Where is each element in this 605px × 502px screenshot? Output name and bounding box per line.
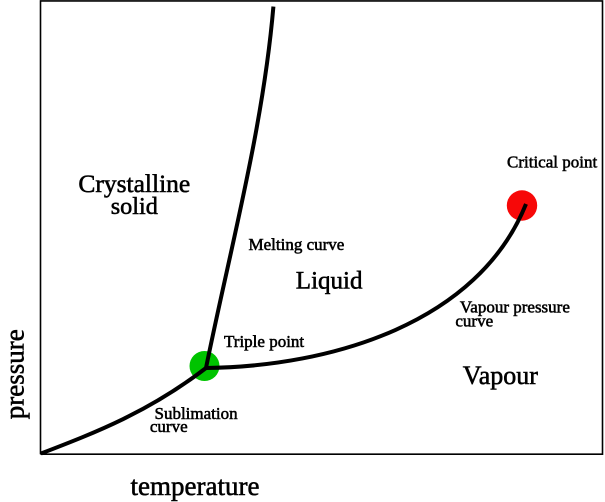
svg-text:pressure: pressure (0, 329, 29, 419)
svg-text:curve: curve (455, 312, 493, 331)
svg-text:Vapour: Vapour (463, 361, 538, 390)
svg-text:Liquid: Liquid (296, 267, 363, 294)
svg-text:Vapour pressure: Vapour pressure (460, 298, 570, 317)
svg-text:Triple point: Triple point (224, 332, 304, 351)
svg-text:solid: solid (111, 193, 158, 220)
svg-text:Crystalline: Crystalline (78, 169, 190, 198)
svg-text:curve: curve (150, 417, 188, 436)
svg-text:Melting curve: Melting curve (249, 235, 345, 254)
svg-text:temperature: temperature (131, 471, 260, 501)
svg-text:Critical point: Critical point (507, 153, 597, 172)
svg-text:Sublimation: Sublimation (155, 404, 239, 423)
